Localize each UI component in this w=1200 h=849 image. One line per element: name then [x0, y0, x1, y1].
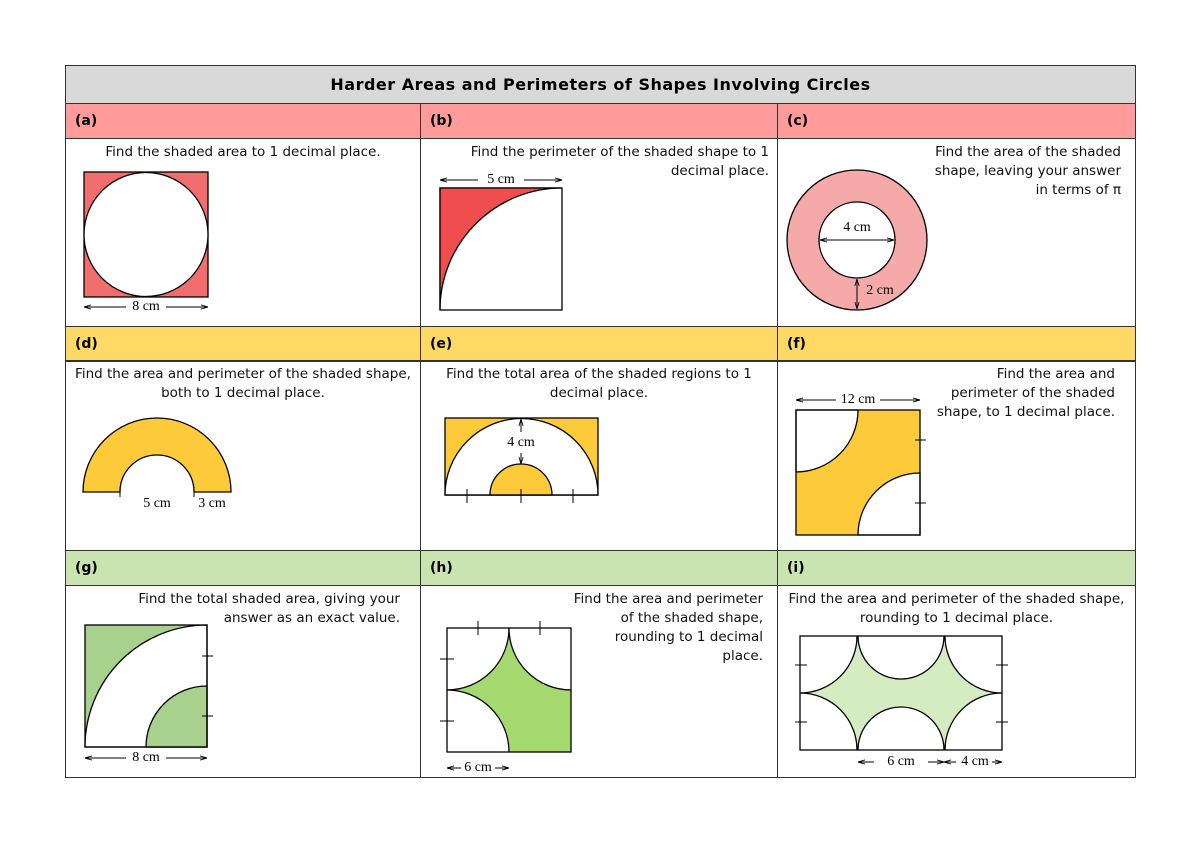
question-label: (d)	[75, 336, 98, 352]
question-text: Find the total shaded area, giving your …	[138, 591, 400, 626]
question-text: Find the area and perimeter of the shade…	[936, 366, 1115, 420]
question-header: (a)	[65, 103, 421, 139]
question-cell: Find the area and perimeter of the shade…	[777, 585, 1136, 778]
question-text: Find the perimeter of the shaded shape t…	[470, 144, 769, 179]
question-text: Find the area of the shaded shape, leavi…	[934, 144, 1121, 198]
question-cell: Find the area and perimeter of the shade…	[777, 360, 1136, 551]
question-header: (d)	[65, 326, 421, 362]
question-cell: Find the area and perimeter of the shade…	[420, 585, 778, 778]
question-header: (e)	[420, 326, 778, 362]
question-text: Find the shaded area to 1 decimal place.	[105, 144, 381, 160]
question-text: Find the area and perimeter of the shade…	[573, 591, 763, 664]
question-cell: Find the area and perimeter of the shade…	[65, 360, 421, 551]
question-header: (c)	[777, 103, 1136, 139]
question-cell: Find the total area of the shaded region…	[420, 360, 778, 551]
question-header: (g)	[65, 550, 421, 586]
question-label: (i)	[787, 560, 805, 576]
question-label: (c)	[787, 113, 809, 129]
question-label: (a)	[75, 113, 98, 129]
question-cell: Find the area of the shaded shape, leavi…	[777, 138, 1136, 327]
question-header: (b)	[420, 103, 778, 139]
question-cell: Find the shaded area to 1 decimal place.	[65, 138, 421, 327]
question-header: (i)	[777, 550, 1136, 586]
question-label: (e)	[430, 336, 453, 352]
question-text: Find the area and perimeter of the shade…	[75, 366, 411, 401]
question-cell: Find the total shaded area, giving your …	[65, 585, 421, 778]
question-label: (f)	[787, 336, 806, 352]
question-header: (h)	[420, 550, 778, 586]
question-text: Find the total area of the shaded region…	[446, 366, 752, 401]
question-cell: Find the perimeter of the shaded shape t…	[420, 138, 778, 327]
question-label: (h)	[430, 560, 453, 576]
question-label: (g)	[75, 560, 98, 576]
question-header: (f)	[777, 326, 1136, 362]
worksheet-title: Harder Areas and Perimeters of Shapes In…	[65, 65, 1136, 104]
question-label: (b)	[430, 113, 453, 129]
question-text: Find the area and perimeter of the shade…	[788, 591, 1125, 626]
